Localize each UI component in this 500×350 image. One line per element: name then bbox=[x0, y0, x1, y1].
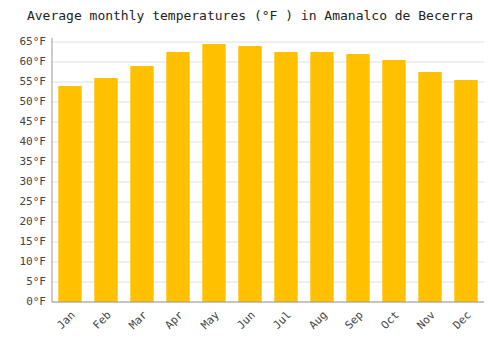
chart: 0°F 5°F 10°F 15°F 20°F 25°F 30°F 35°F 40°F 45°F 50… bbox=[0, 0, 500, 350]
grid-line bbox=[52, 42, 484, 43]
bar bbox=[166, 52, 189, 302]
x-tick-label: Jun bbox=[235, 309, 258, 332]
y-tick-label: 60°F bbox=[20, 55, 47, 68]
y-tick-label: 50°F bbox=[20, 95, 47, 108]
x-tick-label: May bbox=[199, 308, 223, 332]
y-tick-label: 15°F bbox=[20, 235, 47, 248]
y-axis-line bbox=[52, 38, 53, 302]
x-tick-label: Apr bbox=[163, 308, 187, 332]
title: Average monthly temperatures (°F ) in Am… bbox=[27, 8, 473, 23]
x-tick-label: Nov bbox=[415, 308, 439, 332]
bar bbox=[310, 52, 333, 302]
x-axis-line bbox=[52, 302, 484, 303]
bar bbox=[202, 44, 225, 302]
y-tick-label: 0°F bbox=[26, 295, 46, 308]
grid-line bbox=[52, 62, 484, 63]
chart-container: 0°F 5°F 10°F 15°F 20°F 25°F 30°F 35°F 40°F 45°F 50… bbox=[0, 0, 500, 350]
y-tick-label: 25°F bbox=[20, 195, 47, 208]
bar bbox=[238, 46, 261, 302]
x-tick-label: Sep bbox=[343, 309, 366, 332]
y-tick-label: 5°F bbox=[26, 275, 46, 288]
y-axis: 0°F 5°F 10°F 15°F 20°F 25°F 30°F 35°F 40°F 45°F 50… bbox=[20, 35, 53, 308]
x-tick-label: Jan bbox=[55, 309, 78, 332]
bars bbox=[58, 44, 477, 302]
y-tick-label: 55°F bbox=[20, 75, 47, 88]
bar bbox=[382, 60, 405, 302]
bar bbox=[58, 86, 81, 302]
grid-line bbox=[52, 302, 484, 303]
y-tick-label: 35°F bbox=[20, 155, 47, 168]
y-tick-label: 40°F bbox=[20, 135, 47, 148]
bar bbox=[274, 52, 297, 302]
y-tick-label: 45°F bbox=[20, 115, 47, 128]
bar bbox=[454, 80, 477, 302]
y-tick-label: 10°F bbox=[20, 255, 47, 268]
bar bbox=[346, 54, 369, 302]
x-tick-label: Feb bbox=[91, 309, 114, 332]
bar bbox=[418, 72, 441, 302]
grid bbox=[52, 42, 484, 302]
y-tick-label: 65°F bbox=[20, 35, 47, 48]
bar bbox=[94, 78, 117, 302]
x-tick-label: Oct bbox=[379, 309, 402, 332]
y-tick-label: 30°F bbox=[20, 175, 47, 188]
x-tick-label: Aug bbox=[307, 309, 330, 332]
x-tick-label: Dec bbox=[451, 309, 474, 332]
y-tick-label: 20°F bbox=[20, 215, 47, 228]
x-tick-label: Jul bbox=[271, 309, 294, 332]
x-axis: Jan Feb Mar Apr May Jun Jul Aug Sep Oct Nov Dec bbox=[52, 302, 484, 332]
bar bbox=[130, 66, 153, 302]
x-tick-label: Mar bbox=[127, 308, 151, 332]
